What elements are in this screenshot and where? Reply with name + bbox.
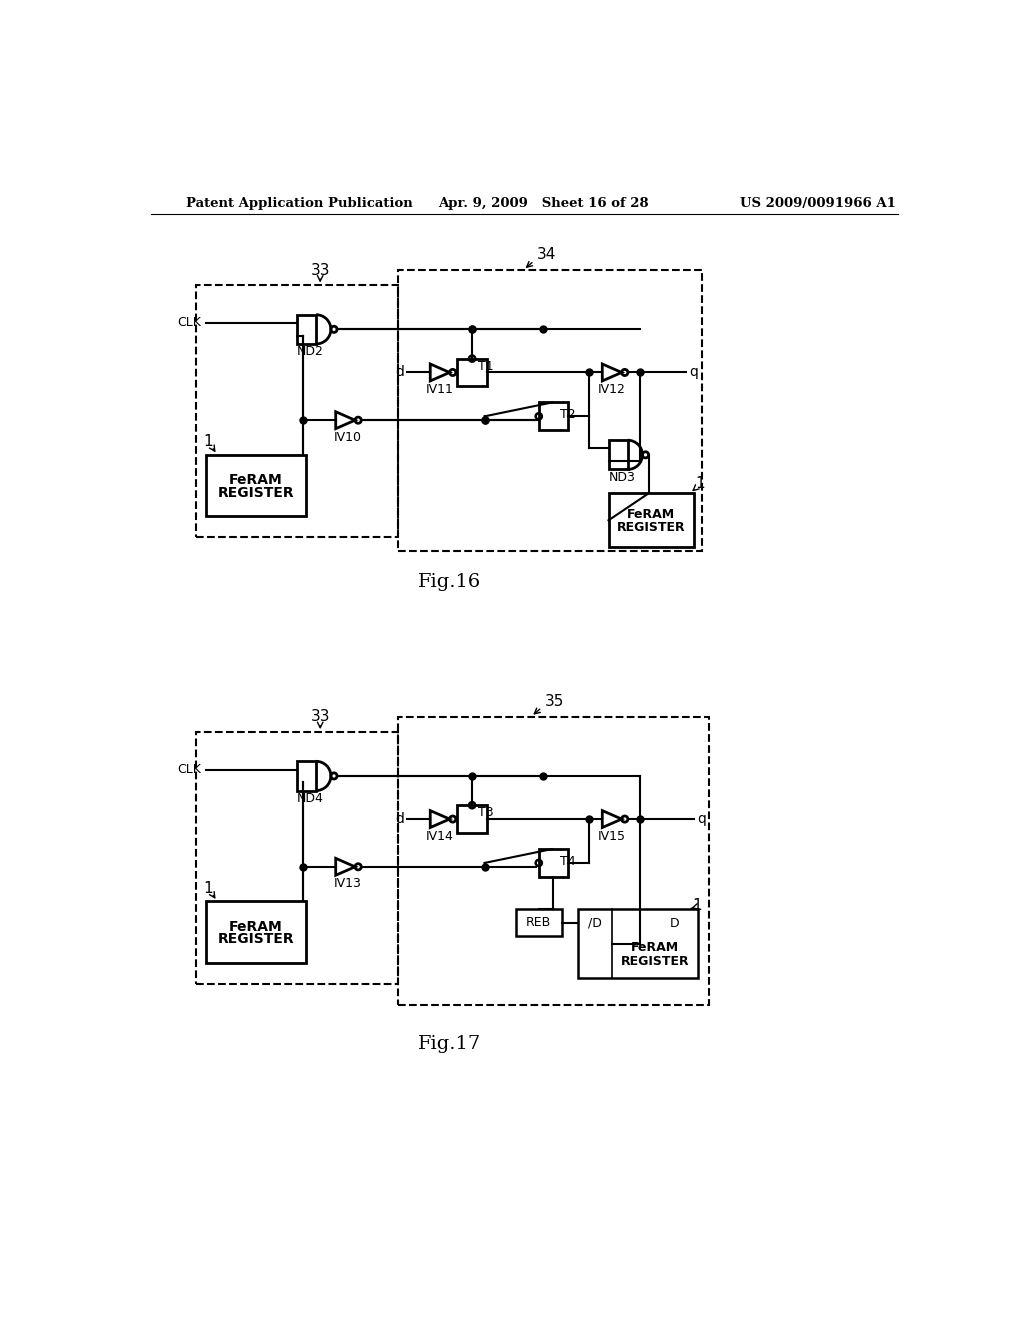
Text: Fig.16: Fig.16 [418,573,481,591]
Text: REB: REB [526,916,551,929]
Text: Apr. 9, 2009   Sheet 16 of 28: Apr. 9, 2009 Sheet 16 of 28 [438,197,648,210]
Text: T2: T2 [559,408,575,421]
Text: REGISTER: REGISTER [621,954,689,968]
Text: /D: /D [588,916,601,929]
Text: 1: 1 [695,475,705,491]
Bar [197,733,397,983]
Text: D: D [670,916,679,929]
Text: FeRAM: FeRAM [229,474,283,487]
Text: Patent Application Publication: Patent Application Publication [186,197,413,210]
Text: q: q [697,812,706,826]
Text: 34: 34 [537,247,556,263]
Text: 1: 1 [203,434,213,449]
Text: T3: T3 [478,807,494,820]
Text: 33: 33 [310,263,330,277]
Bar [297,314,316,345]
Text: ND3: ND3 [608,471,636,483]
Bar [397,271,701,552]
Text: ND4: ND4 [297,792,324,805]
Bar [458,805,486,833]
Bar [578,909,697,978]
Bar [197,285,397,537]
Text: T1: T1 [478,360,494,372]
Bar [458,359,486,387]
Text: 33: 33 [310,709,330,725]
Text: 35: 35 [545,694,564,709]
Text: REGISTER: REGISTER [616,520,685,533]
Text: IV15: IV15 [598,829,626,842]
Bar [397,717,710,1006]
Bar [608,441,628,470]
Text: T4: T4 [559,855,575,869]
Text: REGISTER: REGISTER [217,932,294,946]
Text: IV13: IV13 [334,878,361,890]
Bar [539,849,568,876]
Text: US 2009/0091966 A1: US 2009/0091966 A1 [740,197,896,210]
Text: CLK: CLK [178,317,202,330]
Bar [206,455,306,516]
Bar [297,762,316,791]
Bar [515,909,562,936]
Text: REGISTER: REGISTER [217,486,294,499]
Text: FeRAM: FeRAM [229,920,283,933]
Text: IV14: IV14 [426,829,454,842]
Bar [608,494,693,548]
Text: IV10: IV10 [334,430,361,444]
Text: 1: 1 [693,898,702,913]
Text: IV12: IV12 [598,383,626,396]
Text: CLK: CLK [178,763,202,776]
Text: FeRAM: FeRAM [631,941,679,954]
Text: 1: 1 [203,880,213,896]
Text: Fig.17: Fig.17 [418,1035,481,1053]
Text: ND2: ND2 [297,345,324,358]
Text: d: d [395,366,403,379]
Text: q: q [689,366,698,379]
Bar [206,902,306,964]
Text: IV11: IV11 [426,383,454,396]
Text: d: d [395,812,403,826]
Text: FeRAM: FeRAM [627,508,675,521]
Bar [539,403,568,430]
